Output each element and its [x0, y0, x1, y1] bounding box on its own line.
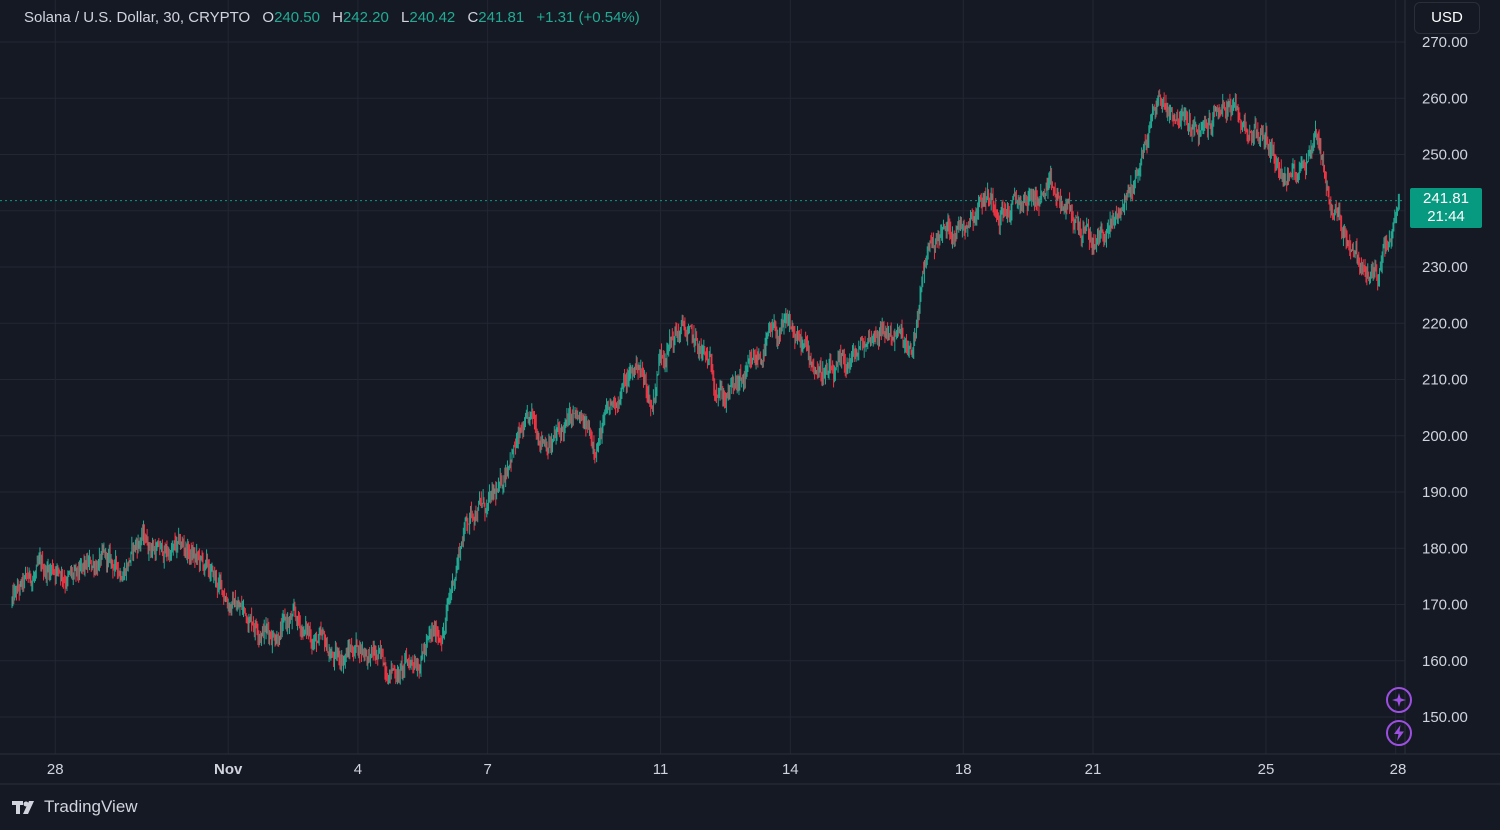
time-tick-label: 11 [653, 761, 669, 778]
brand-name: TradingView [44, 797, 138, 816]
price-tick-label: 180.00 [1422, 540, 1468, 557]
high-label: H [332, 9, 343, 26]
time-tick-label: 7 [483, 761, 491, 778]
price-tick-label: 230.00 [1422, 259, 1468, 276]
price-tick-label: 200.00 [1422, 428, 1468, 445]
time-tick-label: 4 [354, 761, 362, 778]
low-value: 240.42 [409, 9, 456, 26]
price-tick-label: 160.00 [1422, 653, 1468, 670]
time-axis[interactable]: 28 Nov 4 7 11 14 18 21 25 28 [47, 761, 1406, 778]
low-label: L [401, 9, 410, 26]
time-tick-label: 21 [1085, 761, 1102, 778]
time-tick-label: 18 [955, 761, 972, 778]
time-tick-label: 28 [47, 761, 64, 778]
open-value: 240.50 [274, 9, 320, 26]
tradingview-logo[interactable]: TradingView [12, 797, 138, 817]
price-tick-label: 270.00 [1422, 34, 1468, 51]
symbol-title[interactable]: Solana / U.S. Dollar, 30, CRYPTO [24, 9, 251, 26]
price-tick-label: 250.00 [1422, 147, 1468, 164]
symbol-legend: Solana / U.S. Dollar, 30, CRYPTO O240.50… [24, 9, 640, 26]
time-tick-label: 28 [1390, 761, 1407, 778]
price-axis[interactable]: 270.00260.00250.00240.00230.00220.00210.… [1422, 34, 1468, 726]
last-price-tag: 241.81 21:44 [1410, 188, 1482, 228]
change-value: +1.31 (+0.54%) [536, 9, 640, 26]
tradingview-logo-icon [12, 801, 34, 814]
price-tick-label: 150.00 [1422, 709, 1468, 726]
close-label: C [467, 9, 479, 26]
price-tick-label: 220.00 [1422, 315, 1468, 332]
candles [11, 89, 1400, 685]
price-tick-label: 170.00 [1422, 597, 1468, 614]
price-tick-label: 210.00 [1422, 372, 1468, 389]
sparkle-icon[interactable] [1386, 687, 1412, 713]
bar-countdown: 21:44 [1427, 208, 1465, 225]
time-tick-label: Nov [214, 761, 243, 778]
time-tick-label: 14 [782, 761, 799, 778]
price-tick-label: 190.00 [1422, 484, 1468, 501]
currency-button[interactable]: USD [1414, 2, 1480, 34]
open-label: O [262, 9, 275, 26]
high-value: 242.20 [342, 9, 389, 26]
close-value: 241.81 [478, 9, 525, 26]
last-price-value: 241.81 [1423, 190, 1469, 207]
lightning-icon[interactable] [1386, 720, 1412, 746]
price-tick-label: 260.00 [1422, 90, 1468, 107]
time-tick-label: 25 [1258, 761, 1275, 778]
